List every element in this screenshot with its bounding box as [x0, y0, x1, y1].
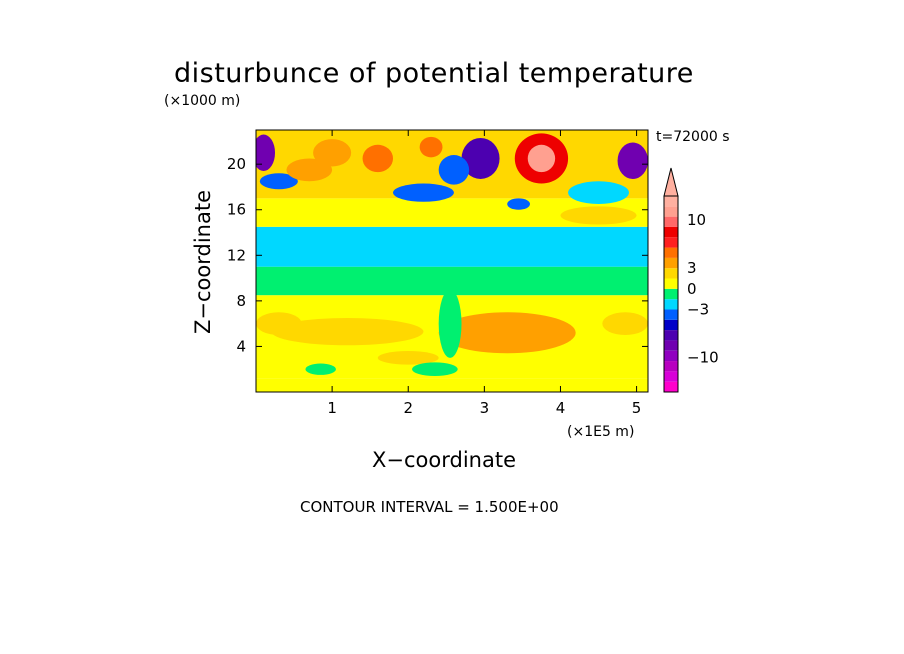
- y-tick-label: 20: [227, 155, 246, 173]
- heatmap-feature: [271, 317, 424, 346]
- colorbar: 10 3 0 −3 −10: [663, 167, 719, 393]
- y-tick-label: 4: [236, 337, 246, 355]
- colorbar-segment: [664, 381, 678, 392]
- colorbar-segment: [664, 268, 678, 279]
- colorbar-segment: [664, 257, 678, 269]
- heatmap-feature: [527, 144, 556, 173]
- heatmap-band: [256, 378, 648, 392]
- heatmap-feature: [286, 158, 333, 182]
- colorbar-extend-arrow: [663, 167, 679, 197]
- y-tick-label: 12: [227, 246, 246, 264]
- y-tick-label: 16: [227, 201, 246, 219]
- heatmap-feature: [256, 312, 302, 336]
- heatmap-feature: [438, 155, 470, 185]
- heatmap-feature: [476, 245, 553, 261]
- heatmap-feature: [393, 183, 454, 202]
- x-tick-label: 5: [632, 399, 642, 417]
- colorbar-segment: [664, 278, 678, 289]
- colorbar-label: 0: [687, 280, 697, 298]
- x-axis-label: X−coordinate: [372, 448, 516, 472]
- time-label: t=72000 s: [656, 129, 730, 145]
- colorbar-segment: [664, 371, 678, 382]
- heatmap-feature: [313, 139, 352, 167]
- x-tick-label: 4: [556, 399, 566, 417]
- plot-area: [256, 130, 648, 392]
- heatmap-feature: [332, 240, 409, 259]
- colorbar-segment: [664, 309, 678, 320]
- heatmap-feature: [412, 362, 458, 377]
- colorbar-segment: [664, 319, 678, 331]
- colorbar-segment: [664, 226, 678, 238]
- colorbar-frame: [663, 195, 679, 393]
- contour-interval-label: CONTOUR INTERVAL = 1.500E+00: [300, 498, 559, 516]
- heatmap-feature: [362, 144, 394, 173]
- heatmap-band: [256, 226, 648, 267]
- colorbar-segment: [664, 361, 678, 372]
- heatmap-feature: [377, 350, 439, 365]
- colorbar-segment: [664, 340, 678, 351]
- chart-title: disturbunce of potential temperature: [174, 58, 694, 89]
- colorbar-segment: [664, 247, 678, 258]
- colorbar-segment: [664, 288, 678, 300]
- heatmap-feature: [568, 181, 629, 205]
- heatmap-feature: [507, 198, 531, 210]
- colorbar-label: 3: [687, 259, 697, 277]
- colorbar-segment: [664, 299, 678, 310]
- heatmap: [256, 130, 648, 392]
- heatmap-feature: [602, 312, 648, 336]
- heatmap-feature: [256, 134, 276, 172]
- heatmap-feature: [560, 206, 637, 225]
- heatmap-feature: [438, 289, 462, 358]
- colorbar-label: 10: [687, 211, 706, 229]
- heatmap-feature: [305, 363, 336, 375]
- colorbar-segment: [664, 196, 678, 207]
- heatmap-feature: [438, 312, 576, 354]
- colorbar-segment: [664, 206, 678, 217]
- heatmap-feature: [461, 137, 500, 179]
- colorbar-segment: [664, 216, 678, 227]
- heatmap-feature: [419, 136, 443, 158]
- heatmap-feature: [590, 246, 637, 265]
- y-axis-unit: (×1000 m): [164, 93, 241, 109]
- x-axis-unit: (×1E5 m): [567, 424, 635, 440]
- y-tick-label: 8: [236, 292, 246, 310]
- colorbar-label: −10: [687, 349, 719, 367]
- colorbar-label: −3: [687, 300, 709, 318]
- heatmap-feature: [259, 173, 298, 190]
- colorbar-segment: [664, 237, 678, 248]
- x-tick-label: 3: [480, 399, 490, 417]
- plot-frame: [255, 129, 649, 393]
- colorbar-segment: [664, 350, 678, 362]
- x-tick-label: 1: [327, 399, 337, 417]
- x-tick-label: 2: [403, 399, 413, 417]
- colorbar-segment: [664, 330, 678, 341]
- heatmap-feature: [617, 142, 648, 179]
